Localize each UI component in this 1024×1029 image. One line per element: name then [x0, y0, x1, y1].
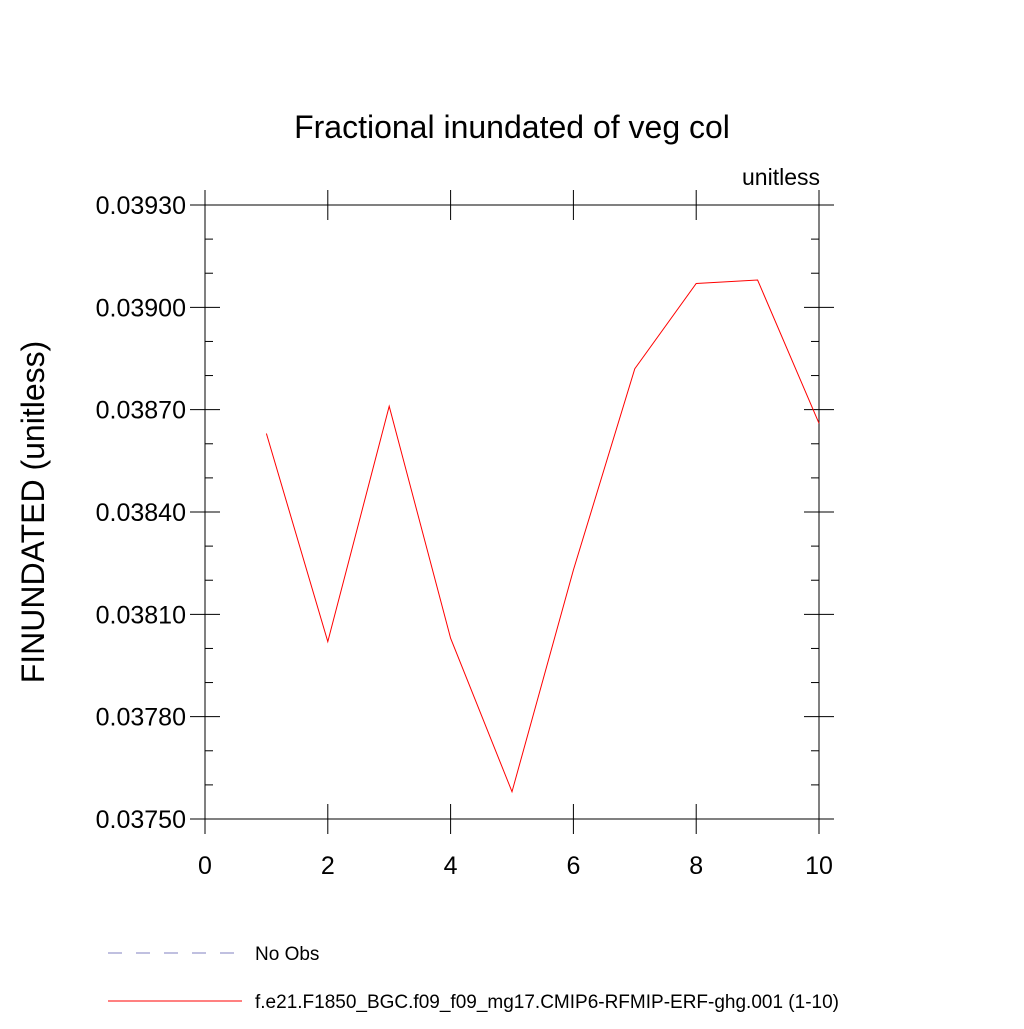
- y-tick-label: 0.03930: [96, 192, 186, 220]
- plot-frame: [204, 204, 820, 820]
- y-tick-label: 0.03840: [96, 499, 186, 527]
- y-tick-label: 0.03900: [96, 294, 186, 322]
- y-axis-label: FINUNDATED (unitless): [15, 341, 51, 684]
- x-tick-label: 6: [566, 852, 580, 880]
- x-tick-label: 0: [198, 852, 212, 880]
- y-tick-label: 0.03810: [96, 601, 186, 629]
- x-tick-label: 10: [805, 852, 833, 880]
- chart-subtitle: unitless: [742, 164, 820, 190]
- axis-ticks: 0 2 4 6 8 10 0.03750 0.03780 0.03810 0.03840 0.038…: [96, 190, 834, 880]
- legend: No Obs f.e21.F1850_BGC.f09_f09_mg17.CMIP6…: [108, 944, 839, 1013]
- x-tick-label: 4: [444, 852, 458, 880]
- x-tick-label: 8: [689, 852, 703, 880]
- series-line: [265, 279, 820, 794]
- y-tick-label: 0.03870: [96, 397, 186, 425]
- y-tick-label: 0.03750: [96, 806, 186, 834]
- legend-label: f.e21.F1850_BGC.f09_f09_mg17.CMIP6-RFMIP…: [255, 992, 839, 1013]
- legend-label: No Obs: [255, 944, 319, 965]
- y-tick-label: 0.03780: [96, 704, 186, 732]
- chart-title: Fractional inundated of veg col: [294, 109, 730, 145]
- series-layer: [265, 279, 820, 794]
- x-tick-label: 2: [321, 852, 335, 880]
